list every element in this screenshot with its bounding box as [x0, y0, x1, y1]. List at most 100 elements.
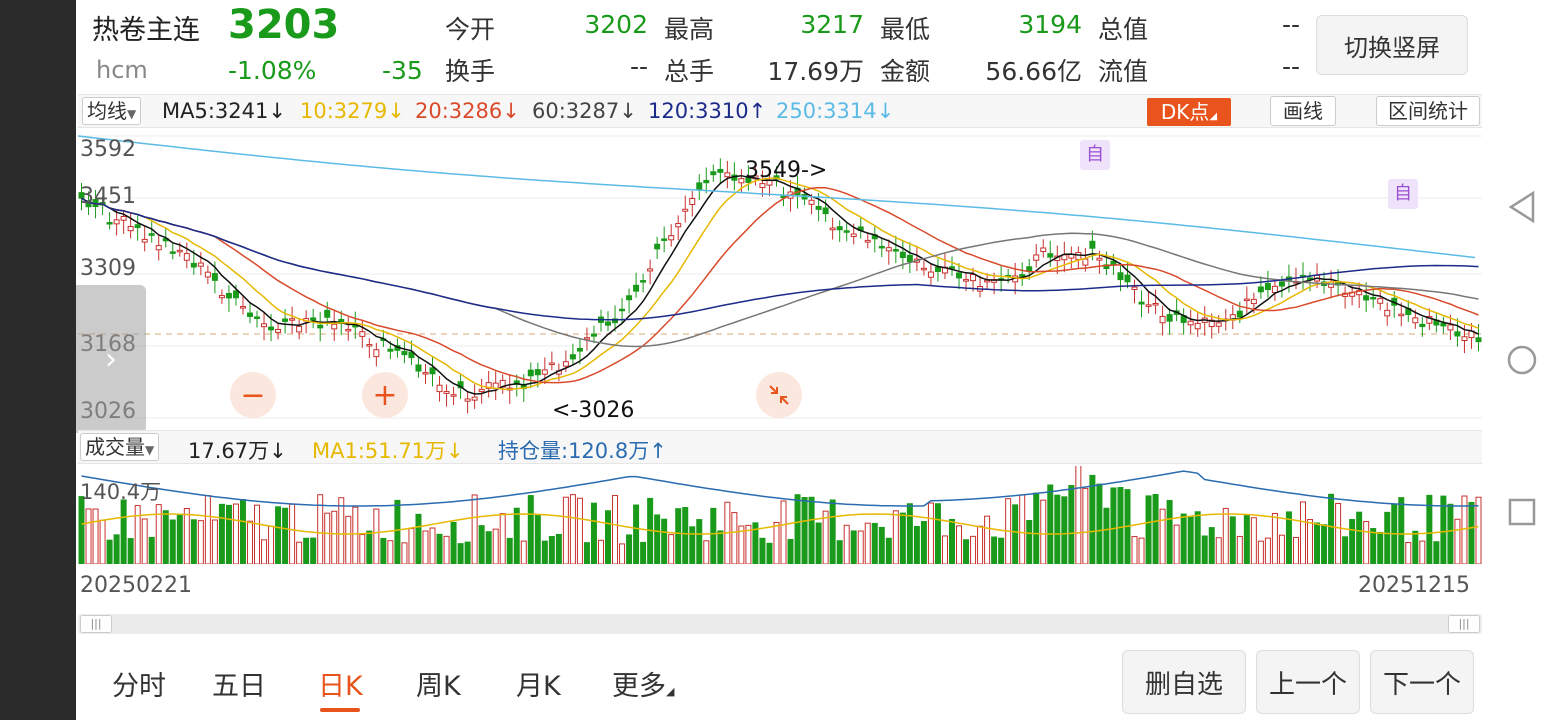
volume-bar: [759, 537, 766, 564]
volume-bar: [991, 536, 998, 564]
candle-body: [387, 348, 394, 352]
candle-body: [415, 364, 422, 372]
side-expand-tab[interactable]: ›: [76, 285, 146, 433]
corner-triangle-icon: ◢: [1209, 111, 1218, 122]
volume-bar: [963, 539, 970, 564]
volume-bar: [829, 499, 836, 564]
volume-bar: [415, 513, 422, 564]
candle-body: [815, 205, 822, 210]
candle-body: [1419, 323, 1426, 328]
candlestick-chart[interactable]: [78, 128, 1482, 426]
end-date-label: 20251215: [1358, 573, 1470, 598]
back-triangle-icon[interactable]: [1507, 190, 1537, 224]
volume-bar: [1292, 536, 1299, 564]
left-screen-bezel: [0, 0, 76, 720]
volume-bar: [1229, 516, 1236, 564]
stat-open-label: 今开: [445, 15, 496, 44]
self-tag-2[interactable]: 自: [1388, 179, 1418, 209]
tab-weekly-k[interactable]: 周K: [416, 671, 461, 702]
tab-five-day[interactable]: 五日: [212, 671, 266, 702]
candle-body: [534, 369, 541, 376]
dk-point-label: DK点: [1160, 100, 1210, 124]
volume-bar: [303, 537, 310, 564]
range-scrollbar[interactable]: ||| |||: [78, 614, 1482, 634]
volume-bar: [1187, 516, 1194, 564]
change-percent: -1.08%: [228, 56, 317, 85]
volume-bar: [885, 537, 892, 564]
volume-bar: [520, 540, 527, 564]
volume-ma1-value: MA1:51.71万↓: [312, 439, 464, 463]
volume-bar: [619, 543, 626, 564]
volume-select[interactable]: 成交量▼: [80, 433, 160, 461]
volume-bar: [317, 494, 324, 564]
low-price-marker: <-3026: [552, 398, 635, 423]
previous-button[interactable]: 上一个: [1256, 650, 1360, 714]
volume-bar: [1215, 537, 1222, 564]
candle-body: [1454, 331, 1461, 337]
next-button[interactable]: 下一个: [1370, 650, 1474, 714]
volume-bar: [1159, 508, 1166, 564]
volume-bar: [1314, 522, 1321, 564]
range-handle-left[interactable]: |||: [80, 615, 112, 633]
candle-body: [899, 251, 906, 259]
volume-bar: [977, 525, 984, 564]
collapse-button[interactable]: [756, 372, 802, 418]
candle-body: [1447, 324, 1454, 331]
candle-body: [204, 271, 211, 278]
tab-monthly-k[interactable]: 月K: [516, 671, 561, 702]
caret-down-icon: ▼: [145, 443, 155, 457]
candle-body: [843, 230, 850, 233]
dk-point-button[interactable]: DK点◢: [1147, 98, 1231, 126]
ma-select[interactable]: 均线▼: [82, 97, 142, 125]
candle-body: [127, 225, 134, 232]
volume-bar: [331, 510, 338, 564]
volume-bar: [190, 519, 197, 564]
candle-body: [373, 349, 380, 358]
remove-watchlist-button[interactable]: 删自选: [1122, 650, 1246, 714]
candle-body: [654, 243, 661, 250]
candle-body: [1187, 320, 1194, 326]
stat-amount-label: 金额: [880, 57, 931, 86]
ma20-value: 20:3286↓: [415, 99, 520, 123]
volume-bar: [1110, 487, 1117, 564]
candle-body: [1033, 254, 1040, 261]
volume-bar: [464, 541, 471, 564]
volume-bar: [1096, 483, 1103, 564]
volume-bar: [1426, 494, 1433, 564]
range-handle-right[interactable]: |||: [1448, 615, 1480, 633]
candle-body: [1117, 272, 1124, 281]
volume-bar: [633, 504, 640, 564]
start-date-label: 20250221: [80, 573, 192, 598]
volume-bar: [1475, 496, 1482, 564]
ma-select-label: 均线: [87, 99, 127, 123]
zoom-out-button[interactable]: −: [230, 372, 276, 418]
volume-bar: [499, 513, 506, 564]
volume-bar: [373, 508, 380, 564]
volume-bar: [1068, 485, 1075, 564]
y-axis-label-2: 3451: [80, 184, 136, 209]
volume-bar: [696, 519, 703, 564]
volume-bar: [282, 507, 289, 564]
stat-high-value: 3217: [800, 10, 864, 39]
candle-body: [1264, 282, 1271, 291]
recents-square-icon[interactable]: [1507, 497, 1537, 527]
zoom-in-button[interactable]: +: [362, 372, 408, 418]
volume-bar: [661, 518, 668, 564]
switch-portrait-button[interactable]: 切换竖屏: [1316, 15, 1468, 75]
volume-bar: [1194, 511, 1201, 564]
stat-total-value-label: 总值: [1098, 15, 1149, 44]
candle-body: [1019, 274, 1026, 277]
volume-chart[interactable]: [78, 466, 1482, 564]
range-stats-button[interactable]: 区间统计: [1376, 96, 1480, 126]
tab-daily-k[interactable]: 日K: [318, 671, 363, 702]
volume-bar: [176, 514, 183, 564]
volume-bar: [836, 540, 843, 564]
candle-body: [963, 279, 970, 282]
self-tag-1[interactable]: 自: [1080, 140, 1110, 170]
candle-body: [1215, 322, 1222, 327]
tab-more[interactable]: 更多◢: [612, 664, 674, 703]
draw-line-button[interactable]: 画线: [1270, 96, 1336, 126]
candle-body: [289, 318, 296, 321]
tab-intraday[interactable]: 分时: [112, 671, 166, 702]
home-circle-icon[interactable]: [1506, 344, 1538, 376]
